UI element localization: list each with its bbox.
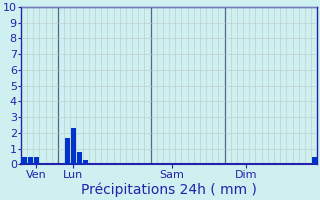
Bar bbox=[77, 152, 82, 164]
Bar bbox=[21, 157, 27, 164]
Bar bbox=[311, 157, 317, 164]
Bar bbox=[71, 128, 76, 164]
Bar bbox=[28, 157, 33, 164]
X-axis label: Précipitations 24h ( mm ): Précipitations 24h ( mm ) bbox=[81, 183, 257, 197]
Bar bbox=[34, 157, 39, 164]
Bar bbox=[83, 160, 88, 164]
Bar bbox=[65, 138, 70, 164]
